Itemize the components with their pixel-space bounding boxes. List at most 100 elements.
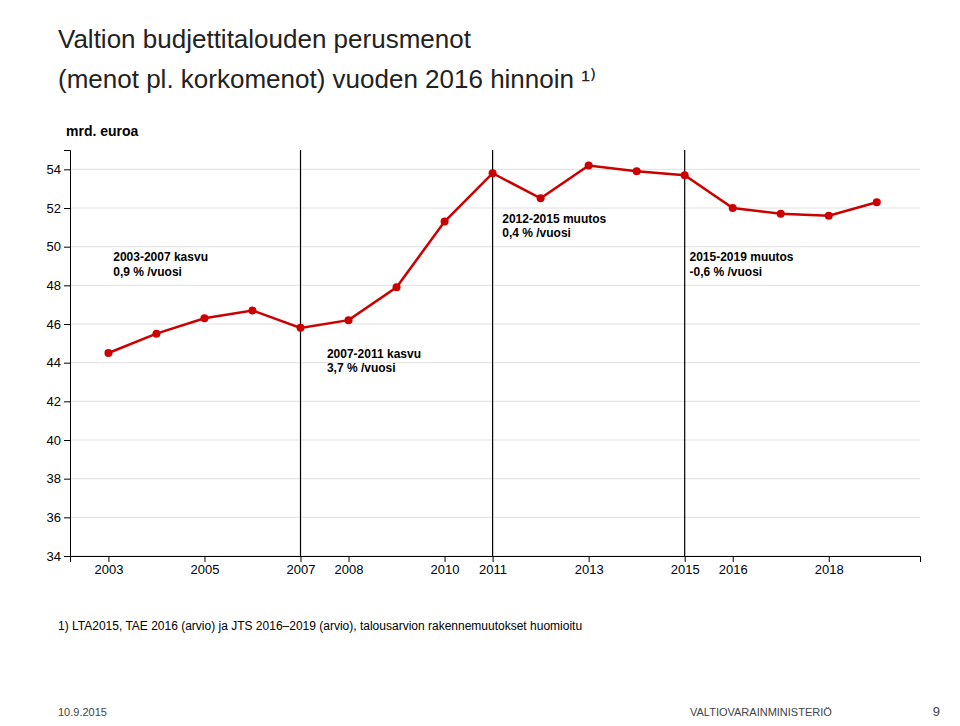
y-tick: 42	[47, 394, 70, 409]
x-tick-label: 2013	[575, 562, 604, 577]
x-tick: 2015	[671, 556, 700, 577]
annotation-line: -0,6 % /vuosi	[689, 265, 762, 279]
x-tick-mark	[204, 556, 205, 562]
data-point	[297, 324, 305, 332]
x-tick-label: 2007	[287, 562, 316, 577]
x-tick-mark	[589, 556, 590, 562]
x-tick: 2018	[815, 556, 844, 577]
annotation-line: 0,4 % /vuosi	[502, 226, 571, 240]
y-tick-label: 46	[47, 317, 61, 332]
divider-line	[492, 150, 493, 556]
annotation-line: 2007-2011 kasvu	[327, 347, 421, 361]
y-tick-label: 34	[47, 549, 61, 564]
y-tick: 48	[47, 278, 70, 293]
grid-line	[70, 440, 920, 441]
y-tick: 50	[47, 239, 70, 254]
annotation: 2015-2019 muutos-0,6 % /vuosi	[689, 250, 793, 278]
grid-line	[70, 478, 920, 479]
y-tick-mark	[64, 479, 70, 480]
y-tick-mark	[64, 363, 70, 364]
y-axis-title: mrd. euroa	[66, 123, 139, 139]
publisher: VALTIOVARAINMINISTERIÖ	[690, 706, 832, 718]
y-tick-label: 52	[47, 201, 61, 216]
x-tick: 2008	[335, 556, 364, 577]
y-tick-mark	[64, 169, 70, 170]
annotation-line: 2012-2015 muutos	[502, 212, 606, 226]
data-point	[200, 314, 208, 322]
y-tick-label: 38	[47, 471, 61, 486]
data-point	[681, 171, 689, 179]
y-tick-mark	[64, 247, 70, 248]
x-tick-label: 2003	[94, 562, 123, 577]
y-grid	[70, 169, 920, 556]
annotation-line: 3,7 % /vuosi	[327, 361, 396, 375]
y-tick-label: 36	[47, 510, 61, 525]
divider-line	[684, 150, 685, 556]
data-point	[152, 330, 160, 338]
y-tick-mark	[64, 556, 70, 557]
y-tick: 54	[47, 162, 70, 177]
data-point	[104, 349, 112, 357]
x-tick-mark	[733, 556, 734, 562]
title: Valtion budjettitalouden perusmenot	[58, 24, 472, 54]
y-tick: 40	[47, 433, 70, 448]
plot-area	[104, 150, 880, 556]
x-tick-mark	[685, 556, 686, 562]
x-tick-mark	[349, 556, 350, 562]
subtitle: (menot pl. korkomenot) vuoden 2016 hinno…	[58, 64, 596, 94]
y-axis: 34 36 38 40 42 44 46 48 50 52 54	[47, 151, 71, 564]
y-tick: 52	[47, 201, 70, 216]
y-tick-label: 54	[47, 162, 61, 177]
x-tick-label: 2005	[191, 562, 220, 577]
y-tick: 36	[47, 510, 70, 525]
data-point	[248, 306, 256, 314]
x-tick: 2007	[287, 556, 316, 577]
y-tick-label: 48	[47, 278, 61, 293]
grid-line	[70, 517, 920, 518]
y-tick-label: 44	[47, 355, 61, 370]
y-tick-mark	[64, 401, 70, 402]
chart: Valtion budjettitalouden perusmenot (meno…	[0, 0, 960, 726]
x-axis-line	[71, 557, 921, 563]
annotation-line: 0,9 % /vuosi	[113, 265, 182, 279]
x-tick-mark	[301, 556, 302, 562]
y-tick: 38	[47, 471, 70, 486]
x-tick: 2005	[191, 556, 220, 577]
annotations: 2003-2007 kasvu0,9 % /vuosi 2007-2011 kas…	[113, 212, 794, 376]
x-tick-mark	[445, 556, 446, 562]
x-tick-label: 2016	[719, 562, 748, 577]
grid-line	[70, 401, 920, 402]
data-point	[873, 198, 881, 206]
x-tick: 2003	[94, 556, 123, 577]
data-point	[537, 194, 545, 202]
y-tick: 34	[47, 549, 70, 564]
date: 10.9.2015	[58, 706, 107, 718]
x-tick-mark	[493, 556, 494, 562]
x-tick: 2016	[719, 556, 748, 577]
x-tick-label: 2018	[815, 562, 844, 577]
x-tick: 2010	[431, 556, 460, 577]
grid-line	[70, 324, 920, 325]
annotation-line: 2015-2019 muutos	[689, 250, 793, 264]
x-tick-label: 2008	[335, 562, 364, 577]
y-tick-label: 40	[47, 433, 61, 448]
data-line	[108, 165, 876, 353]
y-tick-label: 50	[47, 239, 61, 254]
y-axis-line	[64, 151, 71, 557]
y-tick: 46	[47, 317, 70, 332]
annotation: 2003-2007 kasvu0,9 % /vuosi	[113, 250, 208, 278]
grid-line	[70, 362, 920, 363]
data-point	[729, 204, 737, 212]
data-point	[585, 161, 593, 169]
x-tick-mark	[108, 556, 109, 562]
y-tick: 44	[47, 355, 70, 370]
x-tick-label: 2010	[431, 562, 460, 577]
y-tick-mark	[64, 440, 70, 441]
x-tick: 2011	[479, 556, 507, 577]
data-point	[825, 212, 833, 220]
annotation: 2012-2015 muutos0,4 % /vuosi	[502, 212, 606, 240]
y-tick-mark	[64, 517, 70, 518]
data-point	[441, 218, 449, 226]
x-tick-mark	[829, 556, 830, 562]
data-point	[489, 169, 497, 177]
